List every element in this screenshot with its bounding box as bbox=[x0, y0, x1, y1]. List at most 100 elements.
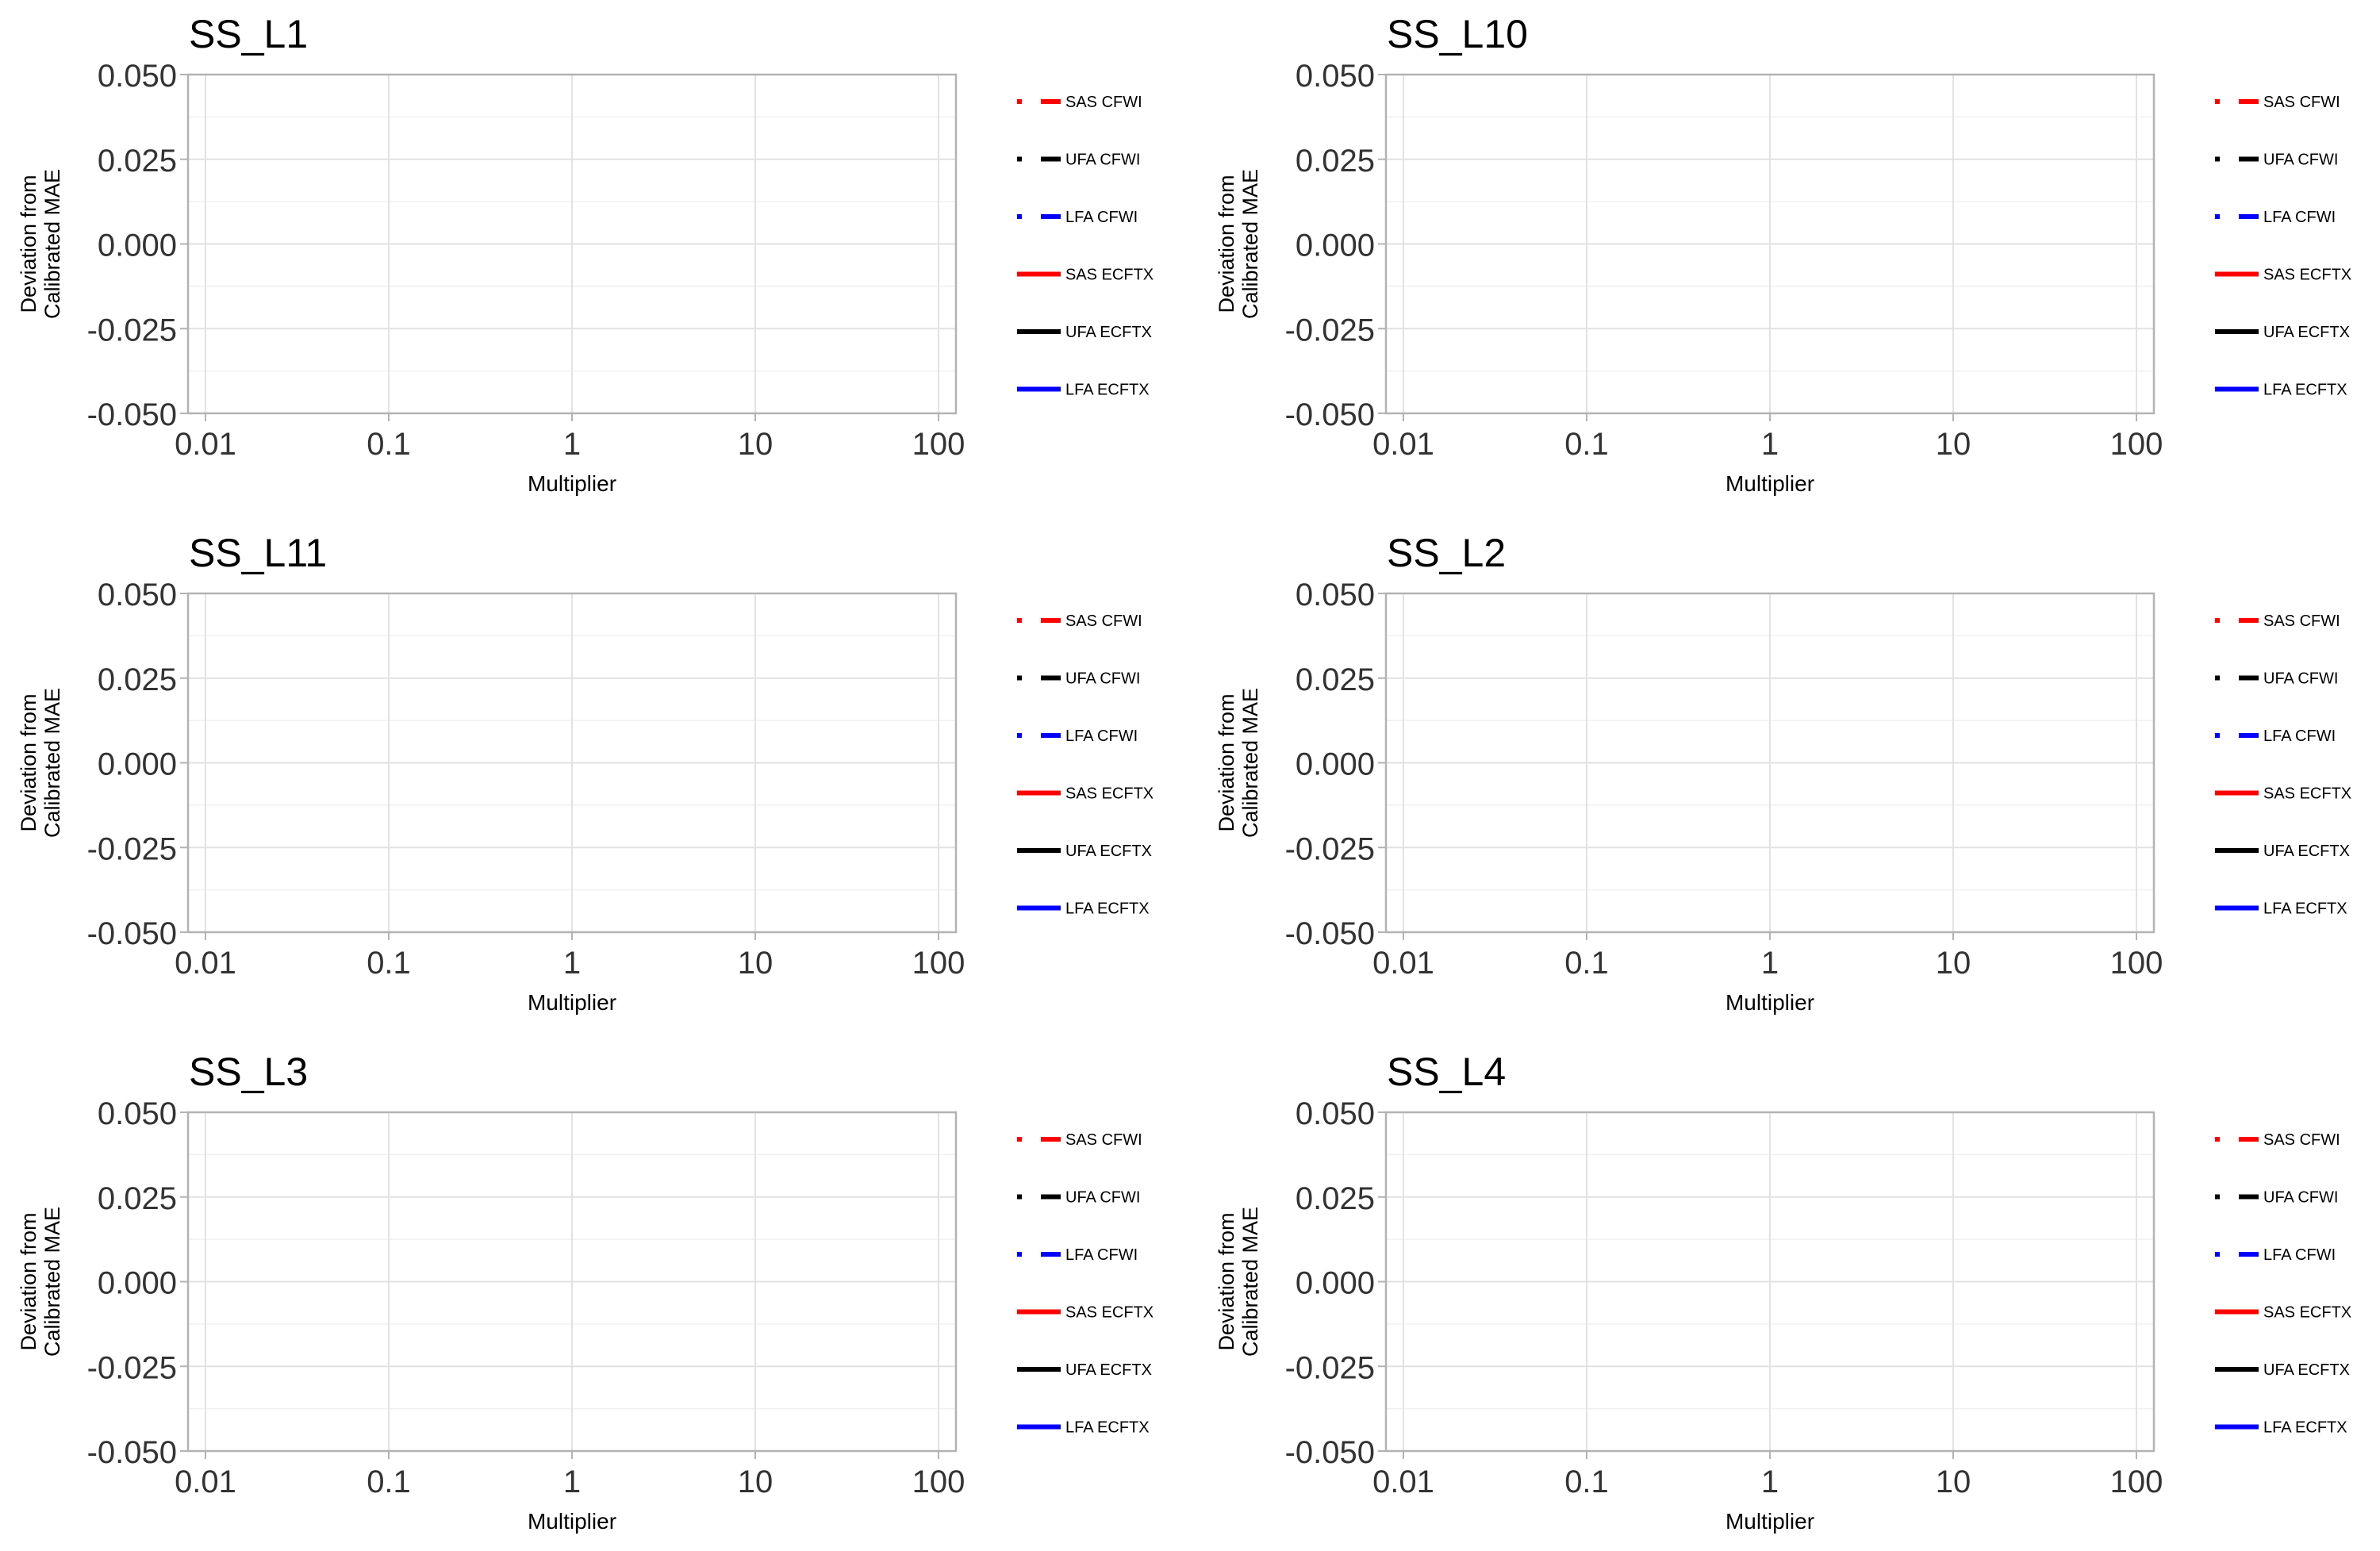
y-tick-label: 0.050 bbox=[98, 1096, 177, 1131]
x-tick-label: 0.1 bbox=[1564, 946, 1609, 981]
x-tick-label: 0.1 bbox=[367, 427, 411, 462]
y-axis-label-line: Calibrated MAE bbox=[1238, 688, 1262, 838]
x-axis-label: Multiplier bbox=[528, 1509, 616, 1534]
legend-label: UFA ECFTX bbox=[2263, 1361, 2350, 1379]
x-tick-label: 0.1 bbox=[367, 1465, 411, 1499]
legend-label: LFA CFWI bbox=[1065, 209, 1138, 226]
y-axis-label: Deviation fromCalibrated MAE bbox=[1215, 169, 1262, 319]
panel-title: SS_L10 bbox=[1387, 12, 1528, 56]
legend-label: SAS ECFTX bbox=[1065, 267, 1154, 284]
y-tick-label: 0.025 bbox=[98, 662, 177, 697]
y-tick-label: 0.000 bbox=[98, 747, 177, 782]
legend-label: UFA CFWI bbox=[1065, 1189, 1140, 1207]
legend: SAS CFWI UFA CFWI LFA CFWI SAS ECFTX UFA ECF… bbox=[1017, 94, 1154, 399]
legend-label: UFA ECFTX bbox=[1065, 1361, 1152, 1379]
y-tick-label: 0.025 bbox=[1296, 1181, 1375, 1216]
legend-item: LFA ECFTX bbox=[2215, 900, 2347, 918]
y-tick-label: -0.025 bbox=[1285, 831, 1375, 866]
legend-label: SAS CFWI bbox=[2263, 612, 2340, 630]
y-axis-label-line: Calibrated MAE bbox=[40, 1207, 64, 1357]
legend-item: UFA CFWI bbox=[1017, 670, 1140, 688]
panel-title: SS_L1 bbox=[189, 12, 308, 56]
legend-label: LFA CFWI bbox=[1065, 1246, 1138, 1264]
legend-label: SAS ECFTX bbox=[1065, 785, 1154, 803]
legend-label: UFA ECFTX bbox=[1065, 843, 1152, 860]
legend-item: SAS ECFTX bbox=[2215, 267, 2351, 284]
legend-item: SAS CFWI bbox=[1017, 94, 1142, 111]
y-tick-label: -0.025 bbox=[87, 1350, 177, 1385]
y-tick-label: 0.000 bbox=[1296, 1266, 1375, 1301]
legend-item: UFA ECFTX bbox=[1017, 324, 1152, 341]
x-tick-label: 1 bbox=[1761, 946, 1779, 981]
y-tick-label: 0.050 bbox=[1296, 1096, 1375, 1131]
y-tick-label: 0.000 bbox=[98, 228, 177, 263]
legend-label: UFA ECFTX bbox=[2263, 324, 2350, 341]
y-tick-label: 0.025 bbox=[1296, 144, 1375, 179]
legend-label: SAS ECFTX bbox=[1065, 1304, 1154, 1322]
legend-label: LFA ECFTX bbox=[2263, 382, 2347, 399]
y-tick-label: -0.050 bbox=[87, 1435, 177, 1470]
legend-label: SAS ECFTX bbox=[2263, 267, 2351, 284]
y-tick-label: -0.025 bbox=[1285, 313, 1375, 347]
y-tick-label: 0.050 bbox=[1296, 59, 1375, 94]
y-axis-label-line: Calibrated MAE bbox=[1238, 1207, 1262, 1357]
x-tick-label: 10 bbox=[1936, 427, 1971, 462]
legend-item: LFA ECFTX bbox=[2215, 382, 2347, 399]
legend-item: UFA ECFTX bbox=[2215, 843, 2350, 860]
x-tick-label: 10 bbox=[738, 427, 774, 462]
y-axis-label-line: Deviation from bbox=[17, 693, 40, 831]
y-tick-label: 0.000 bbox=[1296, 228, 1375, 263]
legend-item: SAS CFWI bbox=[2215, 94, 2340, 111]
legend-label: SAS CFWI bbox=[2263, 94, 2340, 111]
x-tick-label: 10 bbox=[738, 946, 774, 981]
y-tick-label: -0.025 bbox=[87, 313, 177, 347]
legend-item: SAS ECFTX bbox=[1017, 785, 1154, 803]
legend-label: LFA CFWI bbox=[2263, 728, 2336, 745]
legend-label: UFA CFWI bbox=[1065, 670, 1140, 688]
y-axis-label-line: Calibrated MAE bbox=[40, 688, 64, 838]
legend-item: SAS ECFTX bbox=[2215, 785, 2351, 803]
y-axis-label: Deviation fromCalibrated MAE bbox=[17, 169, 64, 319]
x-axis-label: Multiplier bbox=[528, 990, 616, 1015]
panel-title: SS_L4 bbox=[1387, 1050, 1506, 1094]
legend-item: UFA CFWI bbox=[2215, 152, 2338, 169]
legend-label: SAS ECFTX bbox=[2263, 1304, 2351, 1322]
legend-label: UFA CFWI bbox=[2263, 670, 2338, 688]
x-tick-label: 1 bbox=[1761, 1465, 1779, 1499]
y-tick-label: 0.025 bbox=[1296, 662, 1375, 697]
legend-item: UFA ECFTX bbox=[2215, 1361, 2350, 1379]
y-axis-label: Deviation fromCalibrated MAE bbox=[1215, 688, 1262, 838]
legend-item: UFA ECFTX bbox=[1017, 1361, 1152, 1379]
y-tick-label: -0.050 bbox=[1285, 1435, 1375, 1470]
x-tick-label: 1 bbox=[563, 427, 581, 462]
y-axis-label-line: Deviation from bbox=[1215, 693, 1238, 831]
y-axis-label: Deviation fromCalibrated MAE bbox=[1215, 1207, 1262, 1357]
legend-item: SAS CFWI bbox=[2215, 612, 2340, 630]
y-axis-label: Deviation fromCalibrated MAE bbox=[17, 688, 64, 838]
x-tick-label: 10 bbox=[1936, 1465, 1971, 1499]
legend-item: LFA ECFTX bbox=[1017, 1419, 1150, 1437]
x-tick-label: 1 bbox=[563, 946, 581, 981]
legend-item: LFA CFWI bbox=[2215, 728, 2336, 745]
x-tick-label: 10 bbox=[738, 1465, 774, 1499]
legend: SAS CFWI UFA CFWI LFA CFWI SAS ECFTX UFA ECF… bbox=[2215, 94, 2351, 399]
panel-title: SS_L11 bbox=[189, 531, 327, 575]
x-tick-label: 100 bbox=[2110, 946, 2163, 981]
legend-item: UFA CFWI bbox=[1017, 1189, 1140, 1207]
y-tick-label: -0.025 bbox=[87, 831, 177, 866]
y-tick-label: 0.025 bbox=[98, 1181, 177, 1216]
legend-label: LFA CFWI bbox=[2263, 1246, 2336, 1264]
legend-label: LFA CFWI bbox=[2263, 209, 2336, 226]
legend: SAS CFWI UFA CFWI LFA CFWI SAS ECFTX UFA ECF… bbox=[2215, 612, 2351, 918]
legend-item: SAS CFWI bbox=[1017, 1131, 1142, 1149]
legend-label: SAS ECFTX bbox=[2263, 785, 2351, 803]
x-tick-label: 0.01 bbox=[1372, 946, 1434, 981]
legend-item: SAS ECFTX bbox=[2215, 1304, 2351, 1322]
legend-label: UFA ECFTX bbox=[2263, 843, 2350, 860]
legend: SAS CFWI UFA CFWI LFA CFWI SAS ECFTX UFA ECF… bbox=[1017, 612, 1154, 918]
x-axis-label: Multiplier bbox=[1726, 990, 1814, 1015]
